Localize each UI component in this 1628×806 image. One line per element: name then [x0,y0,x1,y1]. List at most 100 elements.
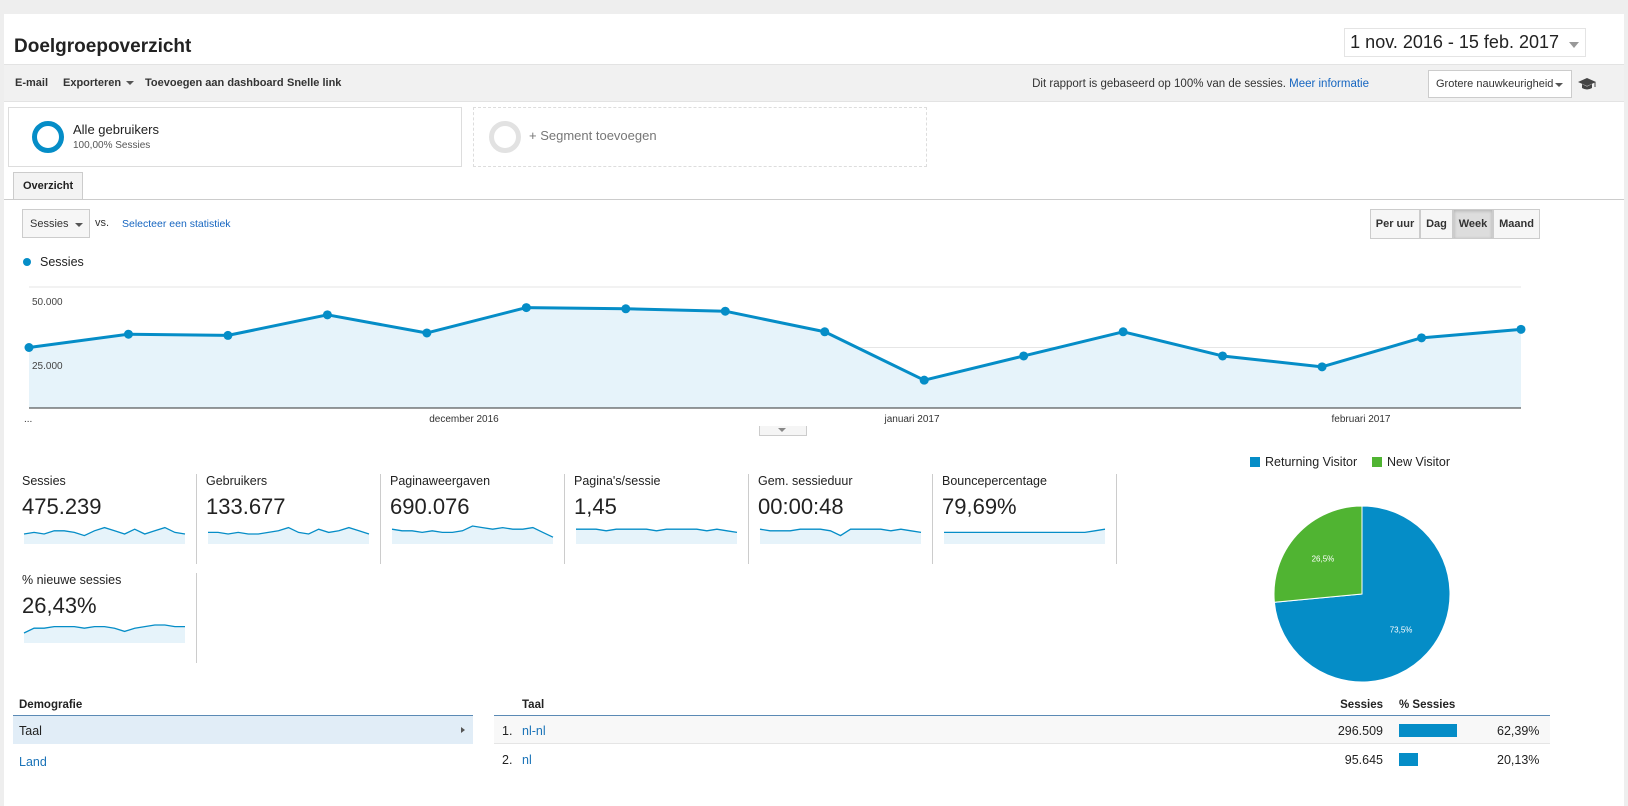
metric-value: 1,45 [574,494,617,519]
data-point [521,303,531,313]
metric-tile[interactable]: Pagina's/sessie 1,45 [574,474,749,564]
column-sessions[interactable]: Sessies [1340,699,1383,711]
metric-tile[interactable]: % nieuwe sessies 26,43% [22,573,197,663]
pie-legend-returning: Returning Visitor [1250,455,1357,469]
sessions-share-bar [1399,724,1457,737]
add-to-dashboard-button[interactable]: Toevoegen aan dashboard [145,77,284,89]
column-sessions-pct[interactable]: % Sessies [1399,699,1456,711]
segment-ring-icon [489,121,521,153]
metric-sparkline [208,526,370,544]
metric-tile[interactable]: Gebruikers 133.677 [206,474,381,564]
quick-link-button[interactable]: Snelle link [287,77,342,89]
report-toolbar: E-mail Exporteren Toevoegen aan dashboar… [4,64,1624,102]
chevron-right-icon [461,727,465,733]
accuracy-select[interactable]: Grotere nauwkeurigheid [1428,70,1572,98]
x-tick-label: januari 2017 [883,414,939,425]
data-point [422,328,432,338]
more-info-link[interactable]: Meer informatie [1289,78,1369,90]
granularity-week-button[interactable]: Week [1453,209,1493,239]
graduation-cap-icon[interactable] [1577,77,1597,91]
sessions-chart[interactable]: 50.000 25.000... december 2016 januari 2017… [4,272,1554,432]
data-point [1516,324,1526,334]
chevron-down-icon [778,428,786,432]
sparkline-area [392,526,553,544]
sparkline-area [24,625,185,643]
sessions-pct-value: 20,13% [1497,753,1540,767]
sessions-value: 296.509 [1337,724,1383,738]
sparkline-line [208,526,370,535]
sessions-area [29,307,1521,408]
pie-slice-label: 26,5% [1312,554,1335,563]
export-button[interactable]: Exporteren [63,77,135,89]
metric-value: 26,43% [22,593,97,618]
data-point [1019,351,1029,361]
sessions-share-bar [1399,753,1418,766]
sampling-note: Dit rapport is gebaseerd op 100% van de … [1032,78,1369,90]
metric-select-label: Sessies [30,218,69,230]
metric-label: Paginaweergaven [390,474,491,488]
report-page: Doelgroepoverzicht 1 nov. 2016 - 15 feb.… [4,14,1624,806]
chevron-down-icon [126,81,135,86]
sessions-line [28,306,1522,382]
data-point [24,343,34,352]
metric-tile[interactable]: Sessies 475.239 [22,474,197,564]
sparkline-line [944,528,1106,534]
date-range-label: 1 nov. 2016 - 15 feb. 2017 [1350,32,1559,52]
data-point [621,304,631,314]
chart-collapse-handle[interactable] [759,426,807,436]
data-point [720,306,730,316]
chevron-down-icon [75,223,83,227]
metric-label: Sessies [22,474,66,488]
date-range-picker[interactable]: 1 nov. 2016 - 15 feb. 2017 [1344,28,1586,57]
segment-all-users[interactable]: Alle gebruikers 100,00% Sessies [8,107,462,167]
metric-label: Gebruikers [206,474,268,488]
series-legend-dot [23,258,31,266]
select-statistic-link[interactable]: Selecteer een statistiek [122,218,231,230]
x-tick-label: februari 2017 [1332,414,1391,425]
demographics-heading: Demografie [13,696,473,716]
y-tick-label: 25.000 [32,361,63,372]
data-point [322,310,332,320]
metric-label: Bouncepercentage [942,474,1047,488]
data-point [820,327,830,337]
metric-select[interactable]: Sessies [22,209,90,238]
demographics-item-language[interactable]: Taal [13,716,473,744]
metric-label: Gem. sessieduur [758,474,853,488]
sparkline-area [24,527,185,544]
granularity-hour-button[interactable]: Per uur [1370,209,1420,239]
sparkline-line [23,624,185,634]
sparkline-line [576,528,738,534]
legend-swatch [1250,457,1260,467]
metric-sparkline [23,526,186,544]
demographics-item-country[interactable]: Land [19,755,47,769]
metric-tile[interactable]: Gem. sessieduur 00:00:48 [758,474,933,564]
metric-tile[interactable]: Paginaweergaven 690.076 [390,474,565,564]
granularity-month-button[interactable]: Maand [1493,209,1540,239]
email-button[interactable]: E-mail [15,77,49,89]
segment-sessions-share: 100,00% Sessies [73,140,151,151]
metric-value: 00:00:48 [758,494,844,519]
sparkline-line [391,525,554,538]
metric-value: 133.677 [206,494,286,519]
language-link[interactable]: nl-nl [522,724,546,738]
pie-slice [1273,505,1363,603]
export-label: Exporteren [63,77,122,89]
metric-sparkline [23,624,185,643]
data-point [223,330,233,340]
metric-tile[interactable]: Bouncepercentage 79,69% [942,474,1117,564]
sparkline-area [760,529,921,544]
granularity-day-button[interactable]: Dag [1420,209,1453,239]
chevron-down-icon [1555,83,1563,87]
table-row: 2. nl 95.645 20,13% [494,745,1550,773]
language-link[interactable]: nl [522,753,532,767]
add-segment-button[interactable]: + Segment toevoegen [473,107,927,167]
metric-value: 475.239 [22,494,102,519]
tab-overview[interactable]: Overzicht [13,172,84,200]
legend-swatch [1372,457,1382,467]
row-index: 2. [502,753,513,767]
pie-legend-label: Returning Visitor [1265,455,1358,469]
report-header: Doelgroepoverzicht 1 nov. 2016 - 15 feb.… [4,14,1624,64]
sparkline-area [576,529,737,544]
visitor-type-pie[interactable]: 73,5% 26,5% [1262,494,1462,694]
accuracy-label: Grotere nauwkeurigheid [1436,78,1554,90]
